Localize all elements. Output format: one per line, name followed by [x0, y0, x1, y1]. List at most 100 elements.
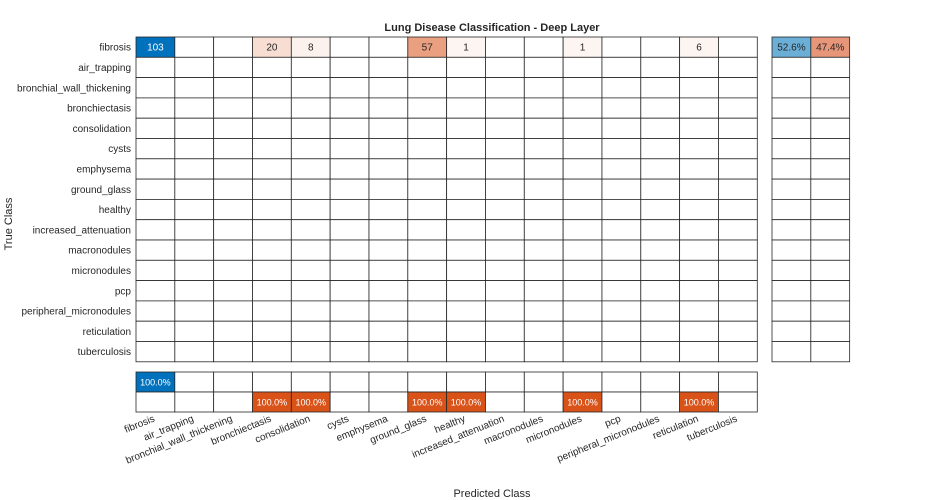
matrix-cell	[174, 97, 215, 119]
matrix-cell	[640, 219, 681, 241]
matrix-cell	[290, 138, 331, 160]
x-axis-label: Predicted Class	[453, 488, 531, 500]
column-summary-cell	[213, 371, 253, 393]
matrix-cell	[446, 300, 486, 322]
matrix-cell	[523, 77, 564, 99]
matrix-cell	[523, 239, 564, 261]
matrix-cell	[368, 158, 409, 180]
matrix-cell	[252, 117, 292, 139]
matrix-cell	[213, 239, 253, 261]
column-summary-cell	[485, 371, 525, 393]
matrix-cell	[446, 56, 486, 78]
matrix-cell	[601, 138, 642, 160]
matrix-cell	[601, 97, 642, 119]
row-summary-cell	[771, 77, 812, 99]
matrix-cell	[446, 259, 486, 281]
matrix-cell	[135, 138, 176, 160]
matrix-cell	[213, 77, 253, 99]
matrix-cell	[368, 56, 409, 78]
row-summary-cell	[771, 56, 812, 78]
matrix-cell	[290, 56, 331, 78]
row-summary-cell	[771, 97, 812, 119]
matrix-cell	[485, 219, 525, 241]
column-summary-cell	[640, 391, 681, 413]
matrix-cell	[446, 341, 486, 363]
matrix-cell	[368, 280, 409, 302]
matrix-cell	[640, 178, 681, 200]
matrix-cell	[718, 138, 758, 160]
row-summary-cell	[810, 77, 851, 99]
matrix-cell	[174, 300, 215, 322]
matrix-cell	[446, 239, 486, 261]
matrix-cell	[640, 56, 681, 78]
matrix-cell	[290, 117, 331, 139]
column-summary-cell	[368, 371, 409, 393]
matrix-cell	[718, 219, 758, 241]
matrix-cell	[523, 341, 564, 363]
column-summary-cell	[601, 371, 642, 393]
column-summary-value: 100.0%	[257, 398, 288, 408]
matrix-cell	[368, 36, 409, 58]
y-axis-label: True Class	[3, 197, 15, 250]
matrix-cell	[718, 158, 758, 180]
column-summary-value: 100.0%	[451, 398, 482, 408]
matrix-cell	[523, 320, 564, 342]
matrix-cell	[640, 36, 681, 58]
matrix-cell	[562, 219, 603, 241]
matrix-cell	[252, 138, 292, 160]
matrix-cell	[252, 341, 292, 363]
matrix-cell	[485, 97, 525, 119]
y-tick-label: peripheral_micronodules	[21, 307, 131, 318]
y-tick-label: tuberculosis	[78, 347, 131, 358]
matrix-cell	[562, 259, 603, 281]
row-summary-cell	[771, 259, 812, 281]
matrix-cell-value: 1	[463, 43, 469, 54]
matrix-cell	[407, 198, 448, 221]
matrix-cell	[640, 239, 681, 261]
matrix-cell	[485, 198, 525, 221]
matrix-cell	[601, 198, 642, 221]
matrix-cell	[329, 259, 370, 281]
matrix-cell	[290, 219, 331, 241]
row-summary-cell	[810, 320, 851, 342]
matrix-cell	[407, 117, 448, 139]
matrix-cell	[562, 280, 603, 302]
chart-title: Lung Disease Classification - Deep Layer	[384, 22, 600, 34]
matrix-cell	[446, 77, 486, 99]
matrix-cell-value: 8	[308, 43, 314, 54]
matrix-cell	[252, 97, 292, 119]
matrix-cell	[679, 280, 719, 302]
matrix-cell	[368, 97, 409, 119]
y-tick-label: consolidation	[73, 124, 131, 135]
matrix-cell	[135, 117, 176, 139]
matrix-cell	[640, 198, 681, 221]
matrix-cell	[252, 300, 292, 322]
matrix-cell	[407, 219, 448, 241]
matrix-cell	[368, 178, 409, 200]
matrix-cell	[601, 158, 642, 180]
matrix-cell	[329, 56, 370, 78]
matrix-cell	[290, 341, 331, 363]
matrix-cell	[174, 280, 215, 302]
matrix-cell	[679, 117, 719, 139]
matrix-cell	[523, 56, 564, 78]
row-summary-cell	[771, 138, 812, 160]
y-tick-label: fibrosis	[99, 43, 131, 54]
matrix-cell	[135, 178, 176, 200]
matrix-cell	[174, 239, 215, 261]
row-summary-cell	[810, 97, 851, 119]
matrix-cell	[446, 158, 486, 180]
matrix-cell	[718, 117, 758, 139]
matrix-cell	[718, 178, 758, 200]
column-summary-cell	[523, 391, 564, 413]
matrix-cell	[679, 341, 719, 363]
row-summary-cell	[771, 239, 812, 261]
matrix-cell	[407, 138, 448, 160]
matrix-cell	[718, 36, 758, 58]
matrix-cell	[174, 219, 215, 241]
column-summary-cell	[640, 371, 681, 393]
matrix-cell	[718, 259, 758, 281]
matrix-cell	[601, 77, 642, 99]
column-summary-cell	[679, 371, 719, 393]
matrix-cell	[407, 341, 448, 363]
